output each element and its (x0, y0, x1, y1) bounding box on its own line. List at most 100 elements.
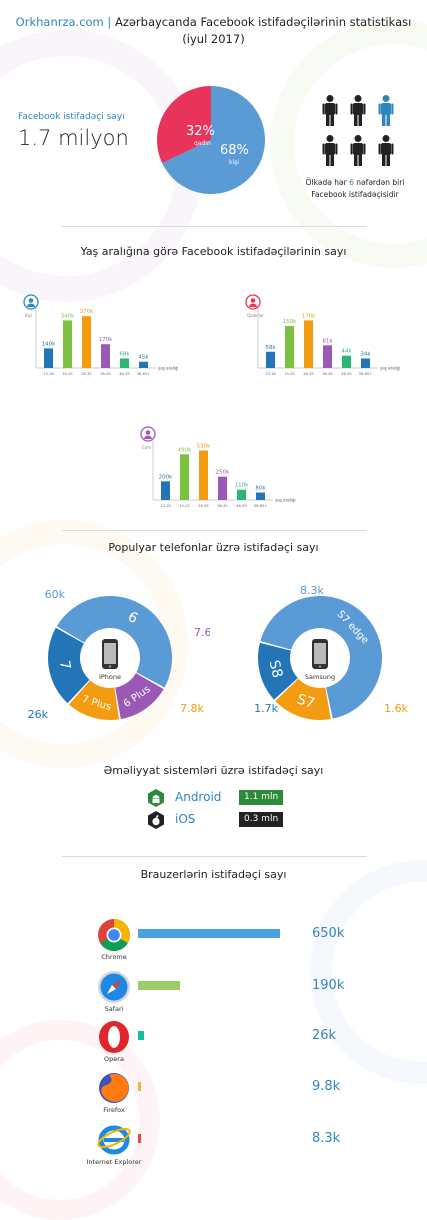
data-label: 34k (360, 351, 371, 357)
browser-value: 190k (312, 978, 345, 993)
bar (237, 489, 246, 500)
caption-number: 6 (349, 178, 354, 187)
page-title: Orkhanrza.com | Azərbaycanda Facebook is… (0, 14, 427, 30)
data-label: 68k (119, 351, 130, 357)
browser-label: Opera (104, 1055, 124, 1063)
age-chart-total: Cəm yaş aralığı 200k 13-18 490k 19-25 530k 26-3… (140, 426, 296, 508)
browser-bar (138, 981, 180, 990)
tick-label: 56-65+ (359, 372, 372, 376)
os-name-ios: iOS (175, 812, 196, 826)
age-chart-male: Kişi yaş aralığı 140k 13-18 340k 19-25 370k 26-… (23, 294, 178, 376)
bar (180, 454, 189, 500)
site-name[interactable]: Orkhanrza.com (15, 15, 104, 29)
tick-label: 26-35 (198, 504, 208, 508)
bar (266, 351, 275, 368)
data-label: 81k (322, 338, 333, 344)
donut-slice (47, 627, 90, 704)
donut-center-label: Samsung (305, 673, 335, 681)
bar (323, 345, 332, 368)
data-label: 150k (283, 319, 297, 325)
divider (62, 530, 367, 531)
x-axis-label: yaş aralığı (380, 366, 400, 371)
people-caption: Ölkədə hər 6 nəfərdən biri Facebook isti… (305, 178, 405, 199)
fb-users-value: 1.7 milyon (18, 126, 129, 150)
data-label: 200k (159, 474, 173, 480)
bar (82, 316, 91, 368)
browser-bar (138, 1082, 141, 1091)
title-separator: | (107, 15, 112, 29)
tick-label: 36-45 (217, 504, 227, 508)
data-label: 170k (302, 313, 316, 319)
opera-icon (99, 1021, 129, 1053)
browser-value: 650k (312, 926, 345, 941)
female-avatar-icon (245, 294, 261, 310)
gender-pie-chart: 32% qadın 68% kişi (157, 86, 265, 194)
browser-label: Safari (104, 1005, 124, 1013)
chart-group-label: Qadınlar (247, 313, 264, 318)
os-row-ios: iOS 0.3 mln (147, 811, 307, 829)
divider (62, 226, 367, 227)
caption-line2: Facebook istifadəçisidir (311, 190, 399, 199)
bar (342, 355, 351, 368)
pie-label-female-pct: 32% (186, 124, 215, 139)
pie-label-female: qadın (194, 140, 211, 147)
os-value-android: 1.1 mln (239, 790, 284, 805)
tick-label: 13-18 (265, 372, 276, 376)
title-text: Azərbaycanda Facebook istifadəçilərinin … (114, 15, 412, 29)
browser-value: 8.3k (312, 1131, 341, 1146)
x-axis-label: yaş aralığı (158, 366, 178, 371)
bar (101, 344, 110, 368)
tick-label: 19-25 (62, 372, 72, 376)
data-label: 44k (341, 349, 352, 355)
firefox-icon (99, 1073, 129, 1103)
tick-label: 13-18 (160, 504, 171, 508)
bar (44, 348, 53, 368)
pie-slice-female (157, 86, 211, 163)
ie-icon (97, 1125, 131, 1155)
donut-slice (258, 642, 298, 700)
os-section-title: Əməliyyat sistemləri üzrə istifadəçi say… (103, 764, 324, 777)
data-label: 370k (80, 309, 94, 315)
age-section-title: Yaş aralığına görə Facebook istifadəçilə… (80, 245, 347, 258)
slice-value-label: 26k (28, 708, 49, 721)
slice-name-label: 7 (56, 659, 73, 670)
x-axis-label: yaş aralığı (275, 498, 296, 503)
tick-label: 56-65+ (254, 504, 267, 508)
data-label: 340k (61, 313, 75, 319)
slice-value-label: 1.6k (384, 702, 408, 715)
tick-label: 19-25 (284, 372, 294, 376)
slice-value-label: 7.8k (180, 702, 204, 715)
bar (304, 320, 313, 368)
browser-label: Internet Explorer (86, 1158, 142, 1166)
data-label: 45k (138, 355, 149, 361)
os-value-ios: 0.3 mln (239, 812, 284, 827)
tick-label: 46-55 (236, 504, 246, 508)
browser-bar (138, 1134, 141, 1143)
tick-label: 36-45 (322, 372, 332, 376)
bar (63, 320, 72, 368)
tick-label: 19-25 (179, 504, 189, 508)
samsung-phone-icon (312, 639, 328, 669)
data-label: 490k (178, 447, 192, 453)
fb-users-label: Facebook istifadəçi sayı (18, 112, 125, 122)
donut-slice (260, 596, 382, 719)
tick-label: 26-35 (81, 372, 91, 376)
person-icon (378, 135, 394, 166)
pie-label-male-pct: 68% (220, 143, 249, 158)
bar (218, 476, 227, 500)
data-label: 80k (255, 486, 266, 492)
bar (256, 492, 265, 500)
tick-label: 26-35 (303, 372, 313, 376)
chart-group-label: Kişi (25, 313, 32, 318)
bar (120, 358, 129, 368)
person-icon (322, 135, 338, 166)
person-icon (322, 95, 338, 126)
male-person-icon (23, 294, 39, 310)
tick-label: 46-55 (341, 372, 351, 376)
people-grid (322, 95, 394, 166)
browser-label: Chrome (101, 953, 127, 961)
couple-icon (140, 426, 156, 442)
slice-value-label: 60k (45, 588, 66, 601)
